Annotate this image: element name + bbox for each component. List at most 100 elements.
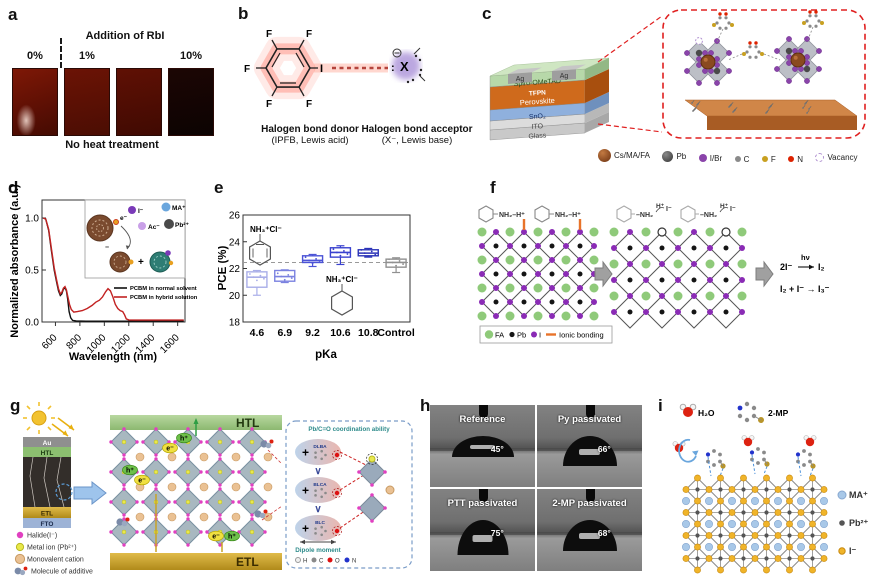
svg-text:MA⁺: MA⁺ bbox=[849, 490, 868, 500]
svg-text:I⁻: I⁻ bbox=[730, 206, 736, 213]
svg-text:Wavelength (nm): Wavelength (nm) bbox=[69, 351, 158, 363]
contact-angle-value: 66° bbox=[597, 443, 611, 454]
pb-icon bbox=[662, 151, 674, 162]
pb-label: Pb²⁺ bbox=[175, 222, 189, 229]
panel-f-legend: FA Pb I Ionic bonding bbox=[479, 325, 613, 344]
svg-text:10.6: 10.6 bbox=[330, 327, 351, 339]
donor-title: Halogen bond donor bbox=[261, 124, 359, 135]
svg-text:+: + bbox=[302, 446, 309, 460]
svg-text:e⁻: e⁻ bbox=[138, 478, 146, 485]
divider-dashed bbox=[60, 38, 62, 68]
svg-text:Pb²⁺: Pb²⁺ bbox=[849, 518, 868, 528]
contact-angle-py: Py passivated 66° bbox=[537, 405, 642, 487]
panel-i-legend: MA⁺ Pb²⁺ I⁻ bbox=[837, 490, 868, 556]
film-photo-10pct bbox=[168, 68, 214, 136]
f-icon bbox=[761, 156, 768, 162]
defect-highlight-circle bbox=[55, 483, 73, 501]
mini-device-stack: Au HTL ETL FTO bbox=[23, 437, 73, 528]
contact-angle-2mp: 2-MP passivated 68° bbox=[537, 489, 642, 571]
panel-h-label: h bbox=[420, 396, 431, 415]
aniline-annotation: NH₃⁺Cl⁻ bbox=[249, 225, 282, 266]
svg-text:PCE (%): PCE (%) bbox=[218, 245, 229, 290]
svg-text:NH₂–H⁺: NH₂–H⁺ bbox=[555, 212, 581, 219]
svg-text:Ag: Ag bbox=[516, 76, 525, 83]
svg-text:Spiro-OMeTAD: Spiro-OMeTAD bbox=[514, 78, 562, 88]
svg-text:I: I bbox=[539, 331, 541, 340]
svg-text:h⁺: h⁺ bbox=[228, 534, 236, 541]
svg-text:h⁺: h⁺ bbox=[180, 436, 188, 443]
svg-text:TFPN: TFPN bbox=[529, 89, 547, 97]
svg-text:Monovalent cation: Monovalent cation bbox=[27, 557, 84, 564]
svg-text:Metal ion (Pb²⁺): Metal ion (Pb²⁺) bbox=[27, 545, 77, 552]
panel-a-header: Addition of RbI bbox=[85, 30, 165, 42]
contact-angle-reference: Reference 45° bbox=[430, 405, 535, 487]
surface-passivation-scheme: H₂O 2-MP MA⁺ Pb²⁺ I⁻ bbox=[672, 401, 868, 574]
anion-charge: ⁻ bbox=[105, 244, 109, 253]
acceptor-title: Halogen bond acceptor bbox=[361, 124, 473, 135]
svg-text:1600: 1600 bbox=[158, 332, 182, 356]
water-icon bbox=[679, 403, 697, 417]
svg-text:∨: ∨ bbox=[314, 504, 321, 515]
svg-text:26: 26 bbox=[229, 211, 241, 222]
svg-text:600: 600 bbox=[40, 332, 60, 352]
svg-text:pKa: pKa bbox=[315, 349, 337, 361]
droplet-reflection bbox=[578, 448, 601, 455]
svg-text:SnO₂: SnO₂ bbox=[529, 113, 546, 121]
svg-text:PCBM in hybrid solution: PCBM in hybrid solution bbox=[130, 295, 198, 301]
svg-text:18: 18 bbox=[229, 318, 241, 329]
f-atom: F bbox=[266, 99, 272, 110]
f-atom: F bbox=[306, 29, 312, 40]
svg-text:PCBM in normal solvent: PCBM in normal solvent bbox=[130, 286, 197, 292]
lattice-before bbox=[477, 227, 599, 321]
n-icon bbox=[788, 156, 795, 162]
svg-text:0.5: 0.5 bbox=[25, 266, 39, 277]
svg-text:–NH₂: –NH₂ bbox=[636, 212, 653, 219]
zoom-line-top bbox=[597, 15, 663, 63]
donor-caption: Halogen bond donor (IPFB, Lewis acid) bbox=[236, 124, 384, 146]
etl-bar bbox=[110, 553, 282, 570]
svg-text:H⁺: H⁺ bbox=[656, 203, 665, 210]
droplet-reflection bbox=[578, 533, 601, 540]
dispenser-needle bbox=[478, 405, 488, 418]
legend-c: C bbox=[734, 155, 749, 164]
svg-text:O: O bbox=[335, 559, 340, 565]
svg-text:Pb: Pb bbox=[517, 331, 526, 340]
sample-label-10: 10% bbox=[179, 50, 203, 62]
svg-text:24: 24 bbox=[229, 237, 241, 248]
svg-text:10.8: 10.8 bbox=[358, 327, 379, 339]
hv-label: hν bbox=[801, 253, 810, 262]
svg-text:Ag: Ag bbox=[560, 73, 569, 80]
svg-text:ETL: ETL bbox=[41, 511, 53, 518]
svg-text:1.0: 1.0 bbox=[25, 214, 39, 225]
triiodide-reaction: I₂ + I⁻ → I₃⁻ bbox=[780, 284, 830, 294]
anilinium-left-1: NH₂–H⁺ bbox=[478, 205, 526, 230]
repelled-water-and-2mp bbox=[672, 435, 817, 477]
svg-text:Halide(I⁻): Halide(I⁻) bbox=[27, 533, 57, 540]
svg-text:h⁺: h⁺ bbox=[126, 468, 134, 475]
svg-text:+: + bbox=[302, 522, 309, 536]
dispenser-needle bbox=[478, 489, 488, 502]
svg-text:DLBA: DLBA bbox=[313, 444, 327, 450]
svg-text:Ionic bonding: Ionic bonding bbox=[559, 331, 604, 340]
aniline-right-2: –NH₂ H⁺ I⁻ bbox=[680, 203, 736, 223]
donor-subtitle: (IPFB, Lewis acid) bbox=[271, 135, 349, 146]
svg-text:I⁻: I⁻ bbox=[666, 206, 672, 213]
svg-text:I⁻: I⁻ bbox=[849, 546, 857, 556]
panel-g-legend: Halide(I⁻) Metal ion (Pb²⁺) Monovalent c… bbox=[14, 531, 93, 576]
ann1-text: NH₃⁺Cl⁻ bbox=[250, 225, 282, 234]
sample-label-1: 1% bbox=[79, 50, 95, 62]
i-br-icon bbox=[698, 154, 707, 162]
arrow-step-1 bbox=[594, 260, 613, 288]
f-atom: F bbox=[266, 29, 272, 40]
film-photo-mid bbox=[116, 68, 162, 136]
arrow-step-2 bbox=[755, 260, 774, 288]
contact-angle-value: 68° bbox=[597, 527, 611, 538]
aniline-right-1: –NH₂ H⁺ I⁻ bbox=[616, 203, 672, 223]
coordination-inset: + DLBA + BLCA + BLC ∨ ∨ bbox=[295, 439, 395, 541]
svg-text:0.0: 0.0 bbox=[25, 318, 39, 329]
htl-bar-label: HTL bbox=[236, 416, 259, 430]
cyclohexylamine-annotation: NH₃⁺Cl⁻ bbox=[326, 275, 358, 316]
